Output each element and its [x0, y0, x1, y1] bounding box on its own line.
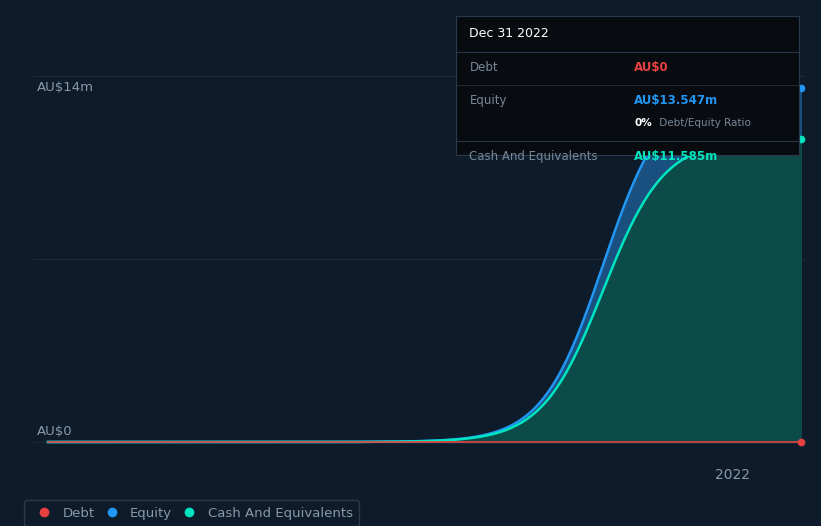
- Text: Debt: Debt: [470, 61, 498, 74]
- Text: 0%: 0%: [634, 118, 652, 128]
- Text: AU$0: AU$0: [37, 425, 72, 438]
- Text: AU$13.547m: AU$13.547m: [634, 94, 718, 107]
- Text: Dec 31 2022: Dec 31 2022: [470, 27, 549, 41]
- Text: Debt/Equity Ratio: Debt/Equity Ratio: [657, 118, 751, 128]
- Legend: Debt, Equity, Cash And Equivalents: Debt, Equity, Cash And Equivalents: [24, 500, 360, 526]
- Text: AU$11.585m: AU$11.585m: [634, 150, 718, 163]
- Text: Equity: Equity: [470, 94, 507, 107]
- Text: AU$0: AU$0: [634, 61, 669, 74]
- Text: Cash And Equivalents: Cash And Equivalents: [470, 150, 598, 163]
- Text: AU$14m: AU$14m: [37, 82, 94, 94]
